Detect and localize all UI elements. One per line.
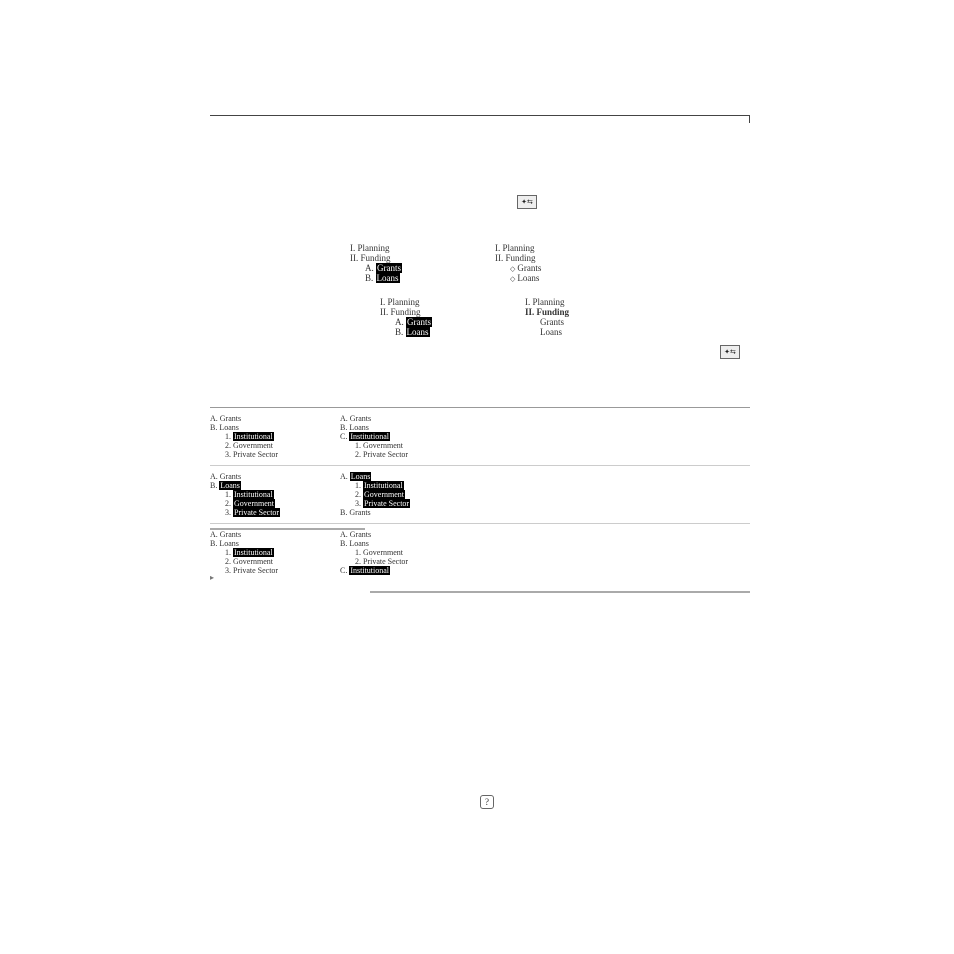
promote-demote-icon-2[interactable]: ✦⇆ xyxy=(720,345,740,359)
example-2: I. PlanningII. FundingA. GrantsB. Loans … xyxy=(380,297,750,337)
reference-after: A. GrantsB. Loans1. Government2. Private… xyxy=(340,530,470,575)
reference-after: A. Loans1. Institutional2. Government3. … xyxy=(340,472,470,517)
promote-demote-icon[interactable]: ✦⇆ xyxy=(517,195,537,209)
example-1: I. PlanningII. FundingA. GrantsB. Loans … xyxy=(350,243,750,283)
example-2-before: I. PlanningII. FundingA. GrantsB. Loans xyxy=(380,297,470,337)
example-2-after: I. PlanningII. FundingGrantsLoans xyxy=(525,297,615,337)
bottom-divider xyxy=(370,591,750,593)
reference-row: A. GrantsB. Loans1. Institutional2. Gove… xyxy=(210,465,750,523)
example-1-before: I. PlanningII. FundingA. GrantsB. Loans xyxy=(350,243,440,283)
example-1-after: I. PlanningII. FundingGrantsLoans xyxy=(495,243,585,283)
page-frame: ✦⇆ I. PlanningII. FundingA. GrantsB. Loa… xyxy=(210,115,750,599)
reference-after: A. GrantsB. LoansC. Institutional1. Gove… xyxy=(340,414,470,459)
reference-row: A. GrantsB. Loans1. Institutional2. Gove… xyxy=(210,408,750,465)
reference-before: A. GrantsB. Loans1. Institutional2. Gove… xyxy=(210,472,340,517)
reference-before: A. GrantsB. Loans1. Institutional2. Gove… xyxy=(210,530,340,575)
help-icon[interactable]: ? xyxy=(480,795,494,809)
reference-table: A. GrantsB. Loans1. Institutional2. Gove… xyxy=(210,407,750,581)
top-rule xyxy=(210,115,750,123)
reference-row: A. GrantsB. Loans1. Institutional2. Gove… xyxy=(210,523,750,581)
reference-before: A. GrantsB. Loans1. Institutional2. Gove… xyxy=(210,414,340,459)
